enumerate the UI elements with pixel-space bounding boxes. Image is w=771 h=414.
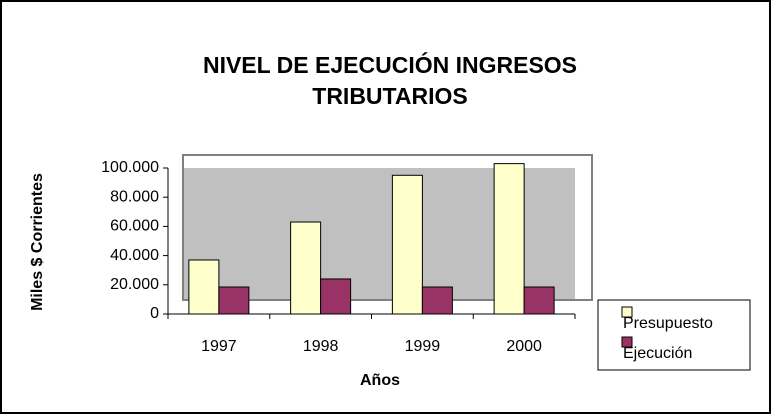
y-tick-label: 80.000 — [110, 188, 159, 205]
x-axis-label: Años — [360, 372, 400, 389]
y-tick-label: 100.000 — [101, 159, 159, 176]
x-tick-label: 1997 — [201, 338, 237, 355]
plot-frame — [182, 154, 593, 301]
bar — [523, 286, 555, 315]
y-axis-label: Miles $ Corrientes — [29, 173, 46, 311]
bar — [290, 221, 322, 315]
chart-title: NIVEL DE EJECUCIÓN INGRESOS TRIBUTARIOS — [202, 52, 578, 109]
bar — [188, 259, 220, 315]
bar — [320, 278, 352, 315]
y-tick-label: 40.000 — [110, 247, 159, 264]
y-tick-label: 20.000 — [110, 276, 159, 293]
y-tick-label: 60.000 — [110, 218, 159, 235]
legend-label: Ejecución — [623, 345, 692, 362]
x-tick-label: 2000 — [506, 338, 542, 355]
legend-swatch — [621, 336, 633, 348]
bar — [493, 163, 525, 315]
bar — [421, 286, 453, 315]
y-tick-label: 0 — [150, 305, 159, 322]
legend-swatch — [621, 306, 633, 318]
bar — [218, 286, 250, 315]
x-tick-label: 1998 — [303, 338, 339, 355]
legend-label: Presupuesto — [623, 315, 713, 332]
bar — [391, 174, 423, 315]
x-tick-label: 1999 — [405, 338, 441, 355]
